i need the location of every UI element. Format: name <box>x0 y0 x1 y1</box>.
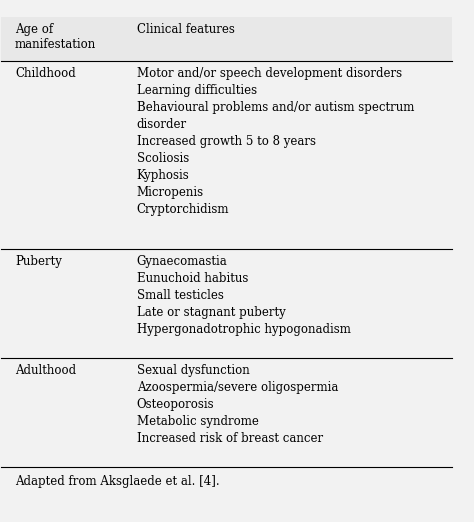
Text: Gynaecomastia
Eunuchoid habitus
Small testicles
Late or stagnant puberty
Hypergo: Gynaecomastia Eunuchoid habitus Small te… <box>137 255 351 336</box>
Text: Age of
manifestation: Age of manifestation <box>15 23 96 51</box>
Text: Puberty: Puberty <box>15 255 62 268</box>
FancyBboxPatch shape <box>1 17 452 61</box>
Text: Clinical features: Clinical features <box>137 23 235 36</box>
Text: Adapted from Aksglaede et al. [4].: Adapted from Aksglaede et al. [4]. <box>15 475 219 488</box>
Text: Childhood: Childhood <box>15 67 76 80</box>
Text: Motor and/or speech development disorders
Learning difficulties
Behavioural prob: Motor and/or speech development disorder… <box>137 67 414 216</box>
Text: Sexual dysfunction
Azoospermia/severe oligospermia
Osteoporosis
Metabolic syndro: Sexual dysfunction Azoospermia/severe ol… <box>137 364 338 445</box>
Text: Adulthood: Adulthood <box>15 364 76 377</box>
